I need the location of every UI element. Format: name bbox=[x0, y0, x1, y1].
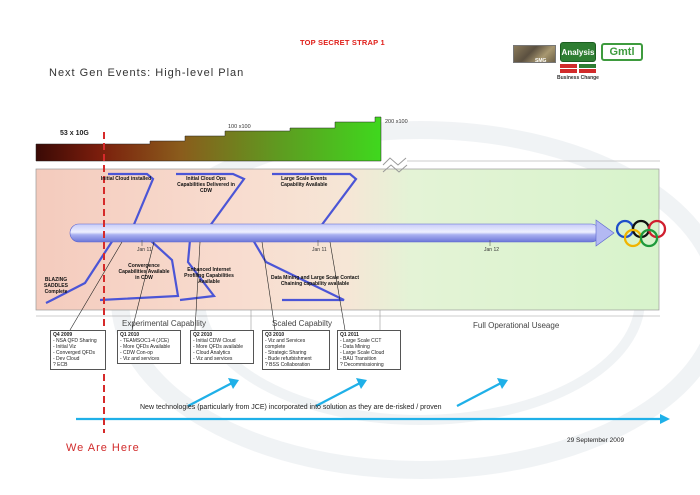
phase-experimental: Experimental Capability bbox=[122, 319, 207, 328]
quarter-item: - More QFDs Available bbox=[120, 344, 171, 350]
milestone-convergence: Convergence Capabilities Available in CD… bbox=[118, 263, 170, 281]
quarter-connectors bbox=[69, 241, 346, 331]
milestone-data-mining: Data Mining and Large Scale Contact Chai… bbox=[270, 275, 360, 287]
bandwidth-start-label: 53 x 10G bbox=[60, 130, 89, 137]
olympic-rings bbox=[615, 219, 667, 248]
quarter-title: Q4 2009 bbox=[53, 332, 73, 338]
quarter-title: Q2 2010 bbox=[193, 332, 213, 338]
phase-scaled: Scaled Capabilty bbox=[272, 319, 333, 328]
page-title: Next Gen Events: High-level Plan bbox=[49, 67, 245, 79]
gmtl-logo: Gmtl bbox=[601, 43, 643, 61]
quarter-item: ? ECB bbox=[53, 362, 68, 368]
quarter-title: Q3 2010 bbox=[265, 332, 285, 338]
zone-break bbox=[382, 164, 408, 173]
milestone-large-scale: Large Scale Events Capability Available bbox=[280, 176, 328, 188]
quarter-box-q1-2011: Q1 2011 - Large Scale CCT - Data Mining … bbox=[337, 330, 401, 370]
quarter-item: - Dev Cloud bbox=[53, 356, 80, 362]
timeline-pipe bbox=[69, 223, 601, 243]
timeline-ticks bbox=[141, 240, 491, 246]
phase-full: Full Operational Useage bbox=[473, 321, 560, 330]
quarter-item: - Data Mining bbox=[340, 344, 370, 350]
quarter-title: Q1 2011 bbox=[340, 332, 359, 338]
top-callouts bbox=[108, 172, 358, 235]
quarter-item: - Initial Viz bbox=[53, 344, 76, 350]
quarter-item: - Strategic Sharing bbox=[265, 350, 307, 356]
bandwidth-end-label: 200 x100 bbox=[385, 119, 408, 125]
quarter-item: - Bude refurbishment bbox=[265, 356, 312, 362]
business-change-label: Business Change bbox=[557, 75, 599, 81]
we-are-here-label: We Are Here bbox=[66, 442, 140, 454]
quarter-item: - Cloud Analytics bbox=[193, 350, 231, 356]
quarter-item: ? BSS Collaboration bbox=[265, 362, 311, 368]
quarter-item: - BAU Transition bbox=[340, 356, 377, 362]
quarter-item: - CDW Con-op bbox=[120, 350, 153, 356]
quarter-item: - TEAMSOC1-4 (JCE) bbox=[120, 338, 170, 344]
classification-banner: TOP SECRET STRAP 1 bbox=[300, 38, 385, 47]
milestone-blazing-saddles: BLAZING SADDLES Complete bbox=[44, 277, 68, 295]
quarter-item: complete bbox=[265, 344, 286, 350]
milestone-cloud-ops: Initial Cloud Ops Capabilities Delivered… bbox=[177, 176, 235, 194]
business-change-logo bbox=[560, 64, 596, 74]
quarter-box-q1-2010: Q1 2010 - TEAMSOC1-4 (JCE) - More QFDs A… bbox=[117, 330, 181, 364]
quarter-box-q4-2009: Q4 2009 - NSA QFD Sharing - Initial Viz … bbox=[50, 330, 106, 370]
bandwidth-break bbox=[382, 157, 407, 166]
technology-arrows bbox=[76, 378, 670, 424]
quarter-item: ? Decommissioning bbox=[340, 362, 384, 368]
technologies-caption: New technologies (particularly from JCE)… bbox=[140, 404, 442, 411]
tick-label: Jan 11 bbox=[312, 247, 327, 253]
quarter-item: - Viz and services bbox=[120, 356, 160, 362]
tick-label: Jan 11 bbox=[137, 247, 152, 253]
quarter-item: - Viz and Services bbox=[265, 338, 306, 344]
tick-label: Jan 12 bbox=[484, 247, 500, 253]
milestone-internet-profiling: Enhanced Internet Profiling Capabilities… bbox=[184, 267, 234, 285]
quarter-item: - Large Scale Cloud bbox=[340, 350, 385, 356]
quarter-item: - Viz and services bbox=[193, 356, 233, 362]
quarter-box-q2-2010: Q2 2010 - Initial CDW Cloud - More QFDs … bbox=[190, 330, 254, 364]
bandwidth-bar bbox=[35, 116, 382, 162]
analysis-logo: Analysis bbox=[560, 42, 596, 62]
quarter-box-q3-2010: Q3 2010 - Viz and Services complete - St… bbox=[262, 330, 330, 370]
bandwidth-mid-label: 100 x100 bbox=[228, 124, 251, 130]
phase-separators bbox=[36, 310, 660, 330]
photo-logo bbox=[513, 45, 556, 63]
bottom-callouts bbox=[45, 239, 345, 304]
photo-logo-caption: SMG bbox=[535, 58, 547, 64]
quarter-item: - More QFDs available bbox=[193, 344, 244, 350]
quarter-item: - Initial CDW Cloud bbox=[193, 338, 236, 344]
quarter-item: - NSA QFD Sharing bbox=[53, 338, 97, 344]
quarter-item: - Converged QFDs bbox=[53, 350, 95, 356]
date-label: 29 September 2009 bbox=[567, 437, 625, 444]
quarter-item: - Large Scale CCT bbox=[340, 338, 382, 344]
quarter-title: Q1 2010 bbox=[120, 332, 140, 338]
milestone-cloud-installed: Initial Cloud installed bbox=[100, 176, 152, 182]
timeline-pipe-arrowhead bbox=[595, 219, 615, 247]
